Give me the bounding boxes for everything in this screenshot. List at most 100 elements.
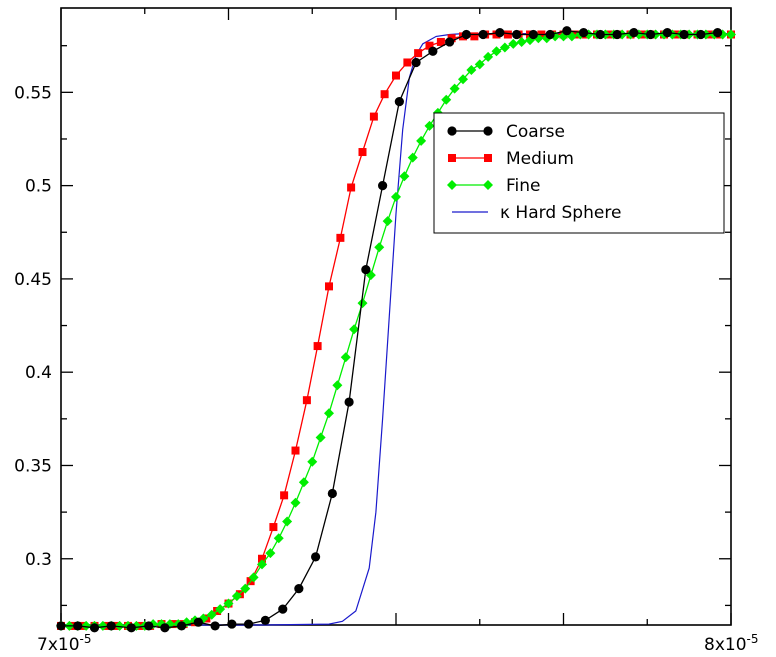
y-tick-label: 0.35 — [14, 456, 52, 476]
data-point — [445, 37, 455, 47]
series-layer — [56, 26, 736, 633]
data-point — [126, 623, 136, 633]
data-point — [474, 59, 485, 70]
legend-label-medium: Medium — [506, 149, 574, 169]
y-tick-labels: 0.3 0.35 0.4 0.45 0.5 0.55 — [14, 83, 52, 569]
data-point — [340, 352, 351, 363]
data-point — [425, 41, 434, 50]
y-tick-label: 0.45 — [14, 270, 52, 290]
data-point — [717, 29, 728, 40]
data-point — [441, 94, 452, 105]
data-point — [361, 264, 371, 275]
data-point — [160, 623, 170, 633]
data-point — [407, 152, 418, 163]
data-point — [223, 598, 234, 609]
legend-label-hard-sphere: κ Hard Sphere — [500, 203, 621, 223]
data-point — [302, 396, 311, 405]
data-point — [662, 28, 672, 38]
data-point — [280, 491, 289, 500]
data-point — [269, 523, 278, 532]
data-point — [358, 148, 367, 157]
legend-marker-medium — [484, 154, 492, 162]
y-tick-label: 0.4 — [25, 363, 52, 383]
data-point — [81, 620, 92, 631]
data-point — [291, 446, 300, 455]
data-point — [516, 36, 527, 47]
data-point — [324, 408, 334, 419]
data-point — [416, 135, 427, 146]
data-point — [595, 29, 605, 40]
data-point — [206, 609, 217, 620]
data-point — [579, 28, 589, 38]
data-point — [273, 533, 284, 544]
data-point — [583, 29, 594, 40]
data-point — [240, 583, 251, 594]
data-point — [470, 32, 479, 41]
x-tick-label-right: 8x10-5 — [704, 632, 758, 655]
series-line — [61, 30, 718, 629]
plot-area — [60, 7, 732, 626]
data-point — [97, 620, 108, 631]
data-point — [503, 30, 512, 39]
data-point — [210, 621, 220, 631]
data-point — [391, 191, 401, 202]
data-point — [392, 71, 400, 80]
data-point — [478, 29, 488, 40]
data-point — [508, 38, 519, 49]
data-point — [483, 51, 494, 62]
data-point — [374, 242, 385, 253]
legend-marker-medium — [448, 154, 456, 162]
legend: Coarse Medium Fine κ Hard Sphere — [433, 112, 725, 234]
data-point — [265, 548, 276, 559]
legend-marker-fine — [483, 180, 493, 190]
data-point — [290, 497, 301, 508]
data-point — [382, 216, 393, 227]
data-point — [315, 432, 326, 443]
data-point — [399, 171, 410, 182]
data-point — [307, 456, 318, 467]
data-point — [428, 46, 438, 56]
data-point — [282, 516, 293, 527]
data-point — [215, 604, 226, 615]
legend-marker-coarse — [483, 126, 493, 136]
data-point — [424, 120, 435, 131]
data-point — [344, 397, 354, 407]
data-point — [347, 183, 356, 192]
legend-marker-fine — [447, 180, 457, 190]
data-point — [248, 572, 259, 583]
data-point — [56, 621, 66, 631]
legend-label-coarse: Coarse — [506, 122, 565, 142]
legend-marker-coarse — [447, 126, 457, 136]
data-point — [414, 49, 423, 58]
data-point — [679, 29, 689, 40]
data-point — [495, 28, 505, 38]
data-point — [461, 29, 471, 40]
data-point — [646, 29, 656, 40]
series-coarse — [56, 26, 723, 633]
data-point — [258, 554, 266, 563]
data-point — [325, 282, 333, 291]
data-point — [545, 29, 555, 40]
data-point — [89, 623, 100, 633]
x-tick-label-left: 7x10-5 — [37, 632, 91, 655]
data-point — [244, 619, 254, 629]
data-point — [294, 584, 304, 594]
y-tick-label: 0.55 — [14, 83, 52, 103]
data-point — [332, 380, 343, 391]
data-point — [562, 26, 572, 36]
data-point — [177, 621, 187, 631]
data-point — [458, 74, 468, 85]
data-point — [726, 29, 736, 40]
data-point — [633, 29, 644, 40]
data-point — [231, 591, 242, 602]
data-point — [336, 233, 345, 242]
data-point — [491, 46, 502, 57]
data-point — [499, 42, 510, 53]
data-point — [369, 112, 378, 121]
y-tick-label: 0.3 — [25, 550, 52, 570]
data-point — [449, 83, 460, 94]
y-tick-label: 0.5 — [25, 177, 52, 197]
data-point — [313, 342, 322, 351]
data-point — [667, 29, 678, 40]
